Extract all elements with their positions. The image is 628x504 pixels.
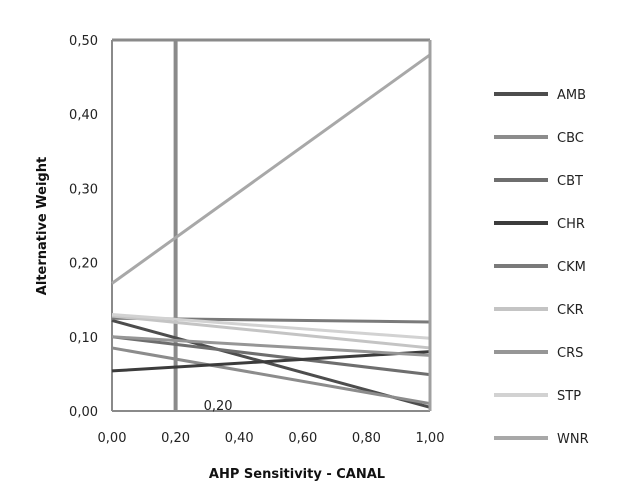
series-line-wnr xyxy=(111,53,431,285)
series-line-stp xyxy=(111,313,431,340)
x-tick-label: 0,20 xyxy=(161,431,190,446)
x-tick-labels: 0,00 0,20 0,40 0,60 0,80 1,00 xyxy=(98,431,445,446)
x-tick-label: 0,60 xyxy=(288,431,317,446)
y-tick-label: 0,40 xyxy=(69,108,98,123)
series-line-crs xyxy=(111,335,431,357)
series-line-chr xyxy=(111,350,431,373)
x-tick-label: 0,40 xyxy=(225,431,254,446)
x-tick-label: 0,80 xyxy=(352,431,381,446)
y-tick-label: 0,20 xyxy=(69,257,98,272)
x-tick-label: 1,00 xyxy=(416,431,445,446)
y-axis-title: Alternative Weight xyxy=(35,157,50,295)
y-tick-label: 0,10 xyxy=(69,331,98,346)
x-axis-title: AHP Sensitivity - CANAL xyxy=(209,467,385,482)
x-tick-label: 0,00 xyxy=(98,431,127,446)
legend-label-ckm: CKM xyxy=(557,260,586,275)
y-tick-label: 0,50 xyxy=(69,34,98,49)
legend-label-ckr: CKR xyxy=(557,303,584,318)
series-line-cbc xyxy=(111,346,431,406)
legend-label-cbt: CBT xyxy=(557,174,583,189)
reference-line-label: 0,20 xyxy=(204,399,233,414)
y-tick-label: 0,00 xyxy=(69,405,98,420)
legend-label-cbc: CBC xyxy=(557,131,584,146)
plot-area xyxy=(111,38,432,412)
series-line-cbt xyxy=(111,335,431,377)
y-tick-label: 0,30 xyxy=(69,182,98,197)
series-line-ckr xyxy=(111,314,431,350)
y-tick-labels: 0,00 0,10 0,20 0,30 0,40 0,50 xyxy=(69,34,98,420)
series-lines xyxy=(111,53,431,409)
legend-label-wnr: WNR xyxy=(557,432,589,447)
legend-label-amb: AMB xyxy=(557,88,586,103)
legend-label-chr: CHR xyxy=(557,217,585,232)
legend-label-crs: CRS xyxy=(557,346,583,361)
legend: AMB CBC CBT CHR CKM CKR CRS STP WNR xyxy=(494,88,589,447)
legend-label-stp: STP xyxy=(557,389,581,404)
